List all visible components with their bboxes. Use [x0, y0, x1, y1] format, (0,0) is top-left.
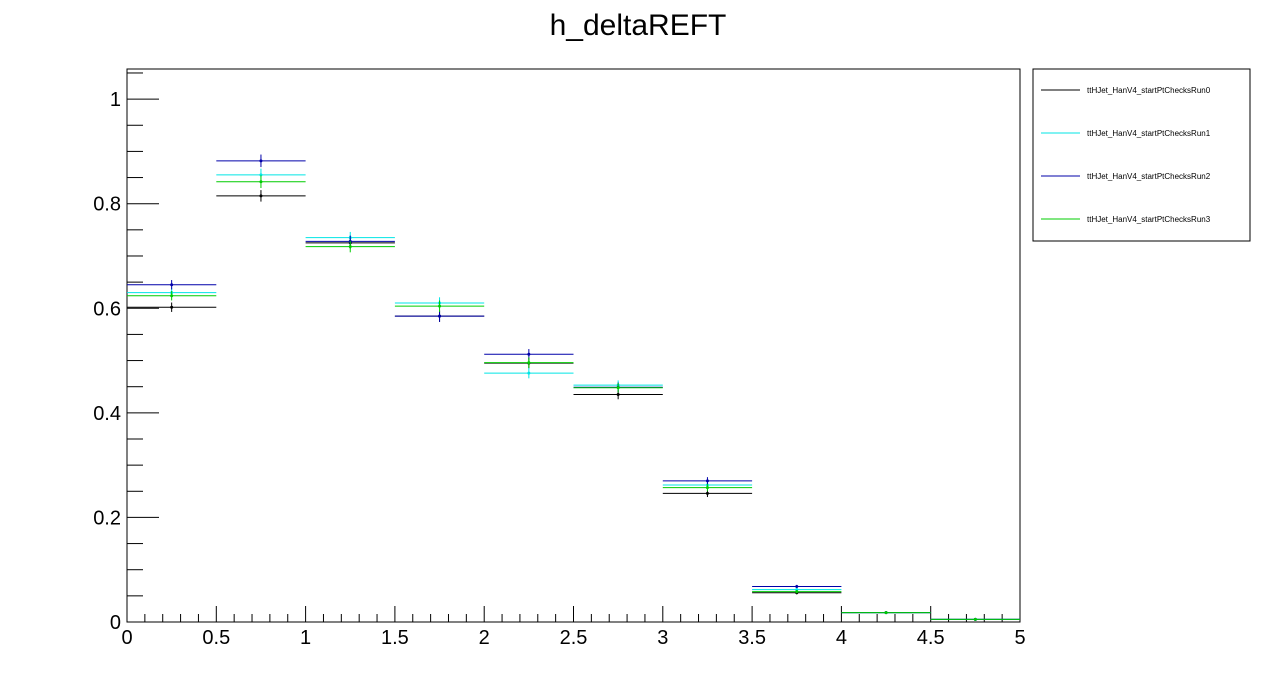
x-tick-label: 1.5: [381, 627, 409, 649]
legend-label: ttHJet_HanV4_startPtChecksRun3: [1087, 215, 1211, 224]
series-layer: [127, 154, 1020, 621]
x-tick-label: 0.5: [202, 627, 230, 649]
y-tick-label: 0.2: [93, 507, 121, 529]
data-point: [170, 283, 174, 287]
data-point: [259, 173, 263, 177]
y-tick-label: 0: [110, 612, 121, 634]
data-point: [438, 304, 442, 308]
data-point: [973, 617, 977, 621]
x-tick-label: 3: [657, 627, 668, 649]
chart-title: h_deltaREFT: [550, 9, 727, 42]
data-point: [884, 611, 888, 615]
x-tick-label: 2: [479, 627, 490, 649]
x-tick-label: 5: [1014, 627, 1025, 649]
data-point: [616, 393, 620, 397]
x-tick-label: 2.5: [560, 627, 588, 649]
series-3: [127, 175, 1020, 621]
legend-label: ttHJet_HanV4_startPtChecksRun0: [1087, 86, 1211, 95]
data-point: [259, 159, 263, 163]
data-point: [170, 305, 174, 309]
data-point: [616, 386, 620, 390]
legend-label: ttHJet_HanV4_startPtChecksRun2: [1087, 172, 1211, 181]
y-axis: 0 0.2 0.4 0.6 0.8 1: [93, 72, 159, 634]
x-tick-label: 1: [300, 627, 311, 649]
x-tick-label: 4.5: [917, 627, 945, 649]
data-point: [705, 479, 709, 483]
y-tick-label: 1: [110, 89, 121, 111]
data-point: [438, 314, 442, 318]
data-point: [705, 491, 709, 495]
data-point: [527, 371, 531, 375]
data-point: [795, 590, 799, 594]
y-tick-label: 0.6: [93, 298, 121, 320]
data-point: [259, 180, 263, 184]
y-tick-label: 0.4: [93, 403, 121, 425]
x-tick-label: 4: [836, 627, 847, 649]
x-axis: 0 0.5 1 1.5 2 2.5 3 3.5 4 4.5 5: [121, 606, 1026, 649]
plot-frame: [126, 68, 1021, 623]
data-point: [705, 486, 709, 490]
data-point: [527, 361, 531, 365]
series-0: [127, 190, 1020, 621]
data-point: [795, 584, 799, 588]
legend-label: ttHJet_HanV4_startPtChecksRun1: [1087, 129, 1211, 138]
data-point: [259, 194, 263, 198]
legend: ttHJet_HanV4_startPtChecksRun0 ttHJet_Han…: [1032, 68, 1251, 242]
y-tick-label: 0.8: [93, 194, 121, 216]
x-tick-label: 0: [121, 627, 132, 649]
data-point: [795, 588, 799, 592]
data-point: [527, 352, 531, 356]
data-point: [348, 245, 352, 249]
x-tick-label: 3.5: [738, 627, 766, 649]
data-point: [170, 294, 174, 298]
legend-box: [1032, 68, 1251, 242]
